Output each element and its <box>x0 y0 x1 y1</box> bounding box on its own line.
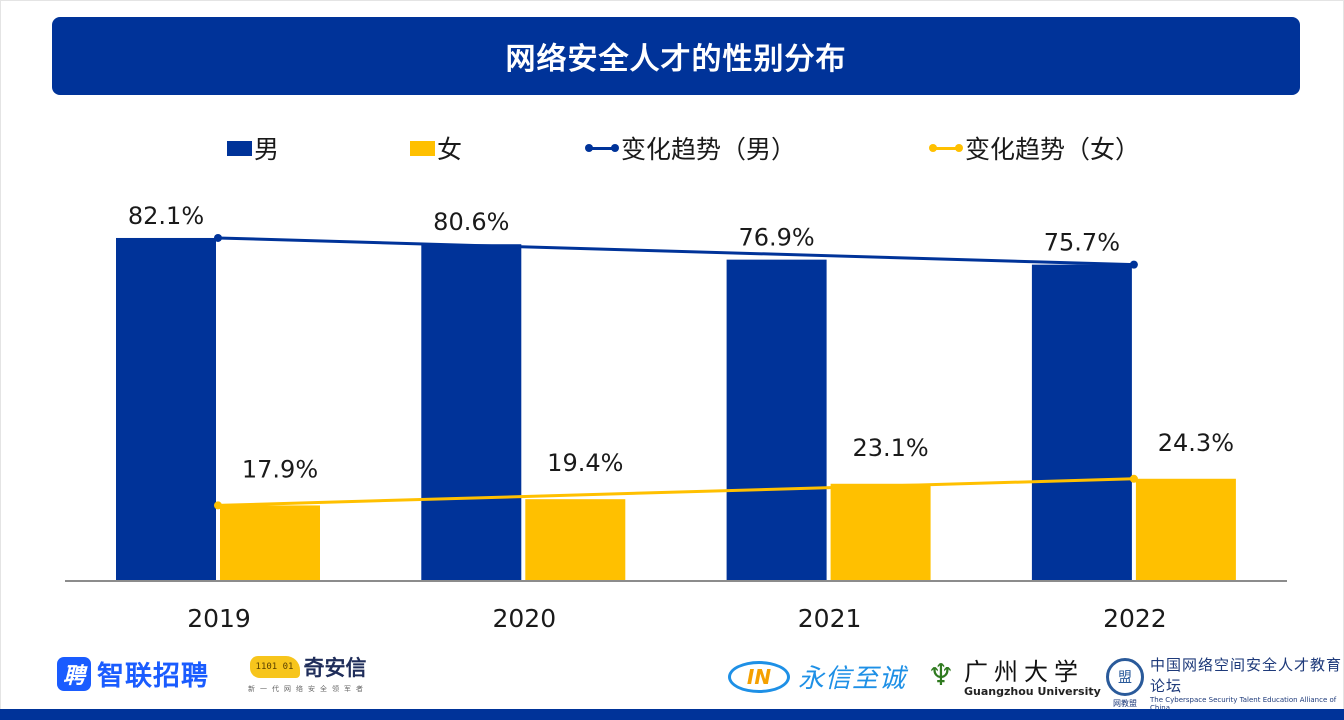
trend-point-female-2022 <box>1129 474 1138 483</box>
gzhu-name-en: Guangzhou University <box>964 685 1101 698</box>
title-banner: 网络安全人才的性别分布 <box>52 17 1300 95</box>
trend-line-male <box>217 236 1134 267</box>
yongxin-text: 永信至诚 <box>798 664 907 694</box>
bar-male-2021 <box>726 259 827 580</box>
alliance-name-cn: 中国网络空间安全人才教育论坛 <box>1150 656 1343 695</box>
legend-label-female: 女 <box>437 135 463 164</box>
chart-title: 网络安全人才的性别分布 <box>505 42 847 77</box>
bar-female-2022 <box>1135 478 1236 580</box>
qianxin-tiger-icon: 1101 01 <box>249 656 300 678</box>
legend-item-male-trend: 变化趋势（男） <box>585 128 796 168</box>
data-label-female-2022: 24.3% <box>1158 429 1234 457</box>
data-label-female-2020: 19.4% <box>547 449 623 477</box>
data-label-female-2019: 17.9% <box>242 455 318 483</box>
legend-label-male-trend: 变化趋势（男） <box>621 135 797 164</box>
legend-item-female-trend: 变化趋势（女） <box>929 128 1140 168</box>
zhaopin-icon: 聘 <box>57 656 91 691</box>
legend-item-male: 男 <box>227 128 279 168</box>
data-label-male-2020: 80.6% <box>433 208 509 236</box>
trend-point-female-2019 <box>214 501 222 510</box>
sponsor-logos: 聘 智联招聘 1101 01 奇安信 新一代网络安全领军者 IN 永信至诚 ♆ … <box>0 646 1344 712</box>
legend-item-female: 女 <box>410 128 462 168</box>
data-label-male-2019: 82.1% <box>128 202 204 230</box>
legend-label-male: 男 <box>254 135 280 164</box>
x-tick-label-2021: 2021 <box>798 604 862 633</box>
zhaopin-text: 智联招聘 <box>97 661 209 692</box>
legend-line-male-trend <box>585 141 619 156</box>
legend-label-female-trend: 变化趋势（女） <box>965 135 1141 164</box>
alliance-short-name: 网教盟 <box>1113 698 1137 708</box>
alliance-name-en: The Cyberspace Security Talent Education… <box>1150 696 1337 712</box>
gzhu-name-cn: 广州大学 <box>964 658 1084 686</box>
yongxin-logo: IN 永信至诚 <box>728 658 906 695</box>
x-tick-label-2020: 2020 <box>492 604 556 633</box>
x-tick-label-2019: 2019 <box>187 604 251 633</box>
legend-swatch-male <box>227 140 252 156</box>
chart-legend: 男 女 变化趋势（男） 变化趋势（女） <box>0 128 1344 168</box>
trend-line-female <box>217 477 1134 507</box>
qianxin-logo: 1101 01 奇安信 新一代网络安全领军者 <box>248 652 368 694</box>
bar-female-2019 <box>220 505 320 580</box>
data-label-male-2021: 76.9% <box>738 224 814 252</box>
footer-bar <box>0 709 1344 720</box>
bar-male-2020 <box>421 244 522 580</box>
gzhu-logo: ♆ 广州大学 Guangzhou University <box>922 652 1101 699</box>
bar-male-2019 <box>116 237 216 580</box>
qianxin-text: 奇安信 <box>303 656 367 680</box>
alliance-logo: 盟 网教盟 中国网络空间安全人才教育论坛 The Cyberspace Secu… <box>1106 654 1344 712</box>
x-tick-label-2022: 2022 <box>1103 604 1167 633</box>
yongxin-icon: IN <box>728 660 790 693</box>
bar-male-2022 <box>1031 264 1132 580</box>
trend-point-male-2022 <box>1129 260 1138 269</box>
trend-point-male-2019 <box>214 233 222 242</box>
qianxin-slogan: 新一代网络安全领军者 <box>248 685 368 693</box>
bar-female-2020 <box>525 499 626 580</box>
data-label-male-2022: 75.7% <box>1044 229 1120 257</box>
alliance-seal-icon: 盟 <box>1106 657 1144 696</box>
legend-line-female-trend <box>929 141 963 156</box>
data-label-female-2021: 23.1% <box>852 434 928 462</box>
zhaopin-logo: 聘 智联招聘 <box>57 654 209 693</box>
gzhu-emblem-icon: ♆ <box>927 657 955 693</box>
bar-female-2021 <box>830 483 931 580</box>
legend-swatch-female <box>410 140 435 156</box>
